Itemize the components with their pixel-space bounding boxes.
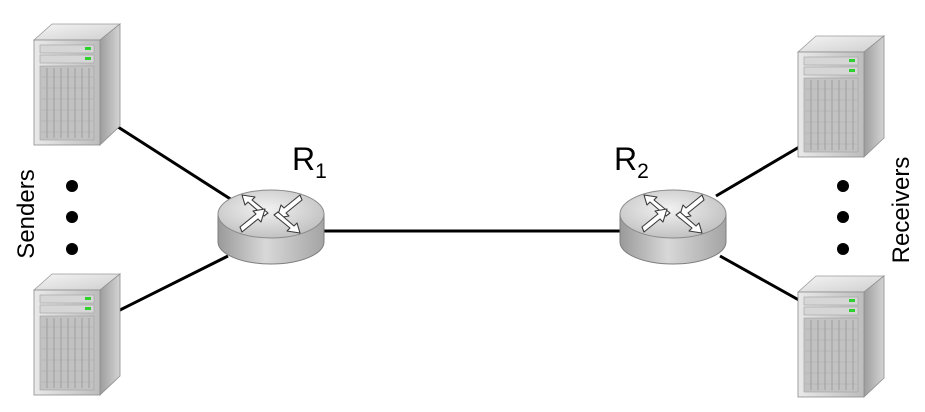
server-tower-icon <box>797 275 885 398</box>
sender-server-bottom <box>33 273 121 396</box>
ellipsis-dot <box>837 243 849 255</box>
router-r1-letter: R <box>292 141 315 177</box>
link-r2-receiver-top <box>715 141 807 198</box>
server-tower-icon <box>33 23 121 146</box>
server-tower-icon <box>797 35 885 158</box>
router-r1-subscript: 1 <box>315 160 327 183</box>
receiver-server-top <box>797 35 885 158</box>
router-r2-letter: R <box>614 141 637 177</box>
ellipsis-dot <box>837 180 849 192</box>
server-tower-icon <box>33 273 121 396</box>
receiver-ellipsis <box>837 180 849 255</box>
sender-server-top <box>33 23 121 146</box>
link-r2-receiver-bottom <box>719 254 807 306</box>
receiver-server-bottom <box>797 275 885 398</box>
router-r1 <box>217 189 325 265</box>
ellipsis-dot <box>66 180 78 192</box>
router-r1-label: R1 <box>292 141 327 183</box>
ellipsis-dot <box>837 211 849 223</box>
link-sender-bottom-r1 <box>117 254 229 313</box>
sender-ellipsis <box>66 180 78 255</box>
senders-label: Senders <box>13 169 40 258</box>
router-r2-label: R2 <box>614 141 649 183</box>
router-r2 <box>619 189 727 265</box>
link-sender-top-r1 <box>117 125 233 202</box>
router-r2-subscript: 2 <box>637 160 649 183</box>
receivers-label: Receivers <box>888 157 915 264</box>
ellipsis-dot <box>66 211 78 223</box>
network-links <box>117 125 807 313</box>
router-icon <box>217 189 325 265</box>
router-icon <box>619 189 727 265</box>
ellipsis-dot <box>66 243 78 255</box>
